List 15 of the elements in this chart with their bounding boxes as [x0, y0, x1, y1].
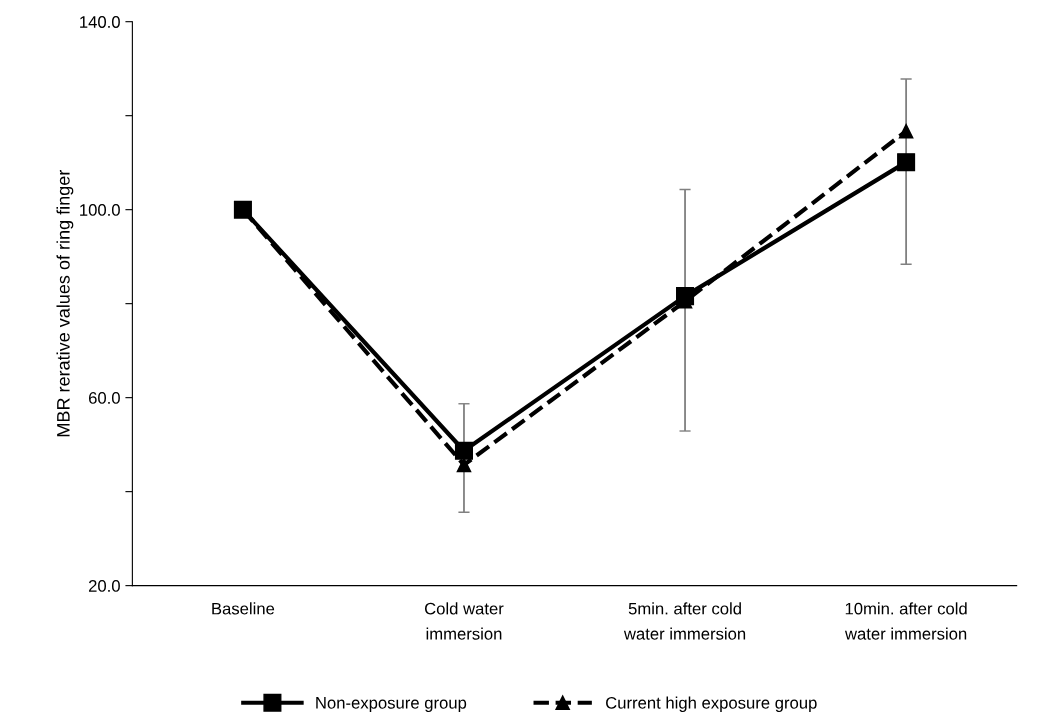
point — [454, 441, 474, 460]
y-tick-label: 100.0 — [80, 204, 120, 216]
y-tick-label: 140.0 — [80, 16, 120, 28]
legend-label: Current high exposure group — [606, 696, 817, 713]
point — [897, 153, 916, 172]
point — [456, 457, 472, 473]
x-tick-label: Cold water immersion — [424, 602, 504, 640]
x-tick-label: 10min. after cold water immersion — [844, 602, 967, 640]
y-tick-label: 60.0 — [88, 392, 120, 404]
y-axis-title: MBR rerative values of ring finger — [56, 169, 74, 437]
x-tick-label: 5min. after cold water immersion — [623, 602, 746, 640]
y-tick-label: 20.0 — [88, 580, 120, 592]
x-tick-label: Baseline — [212, 602, 275, 615]
point — [898, 123, 914, 139]
legend-label: Non-exposure group — [316, 697, 467, 713]
